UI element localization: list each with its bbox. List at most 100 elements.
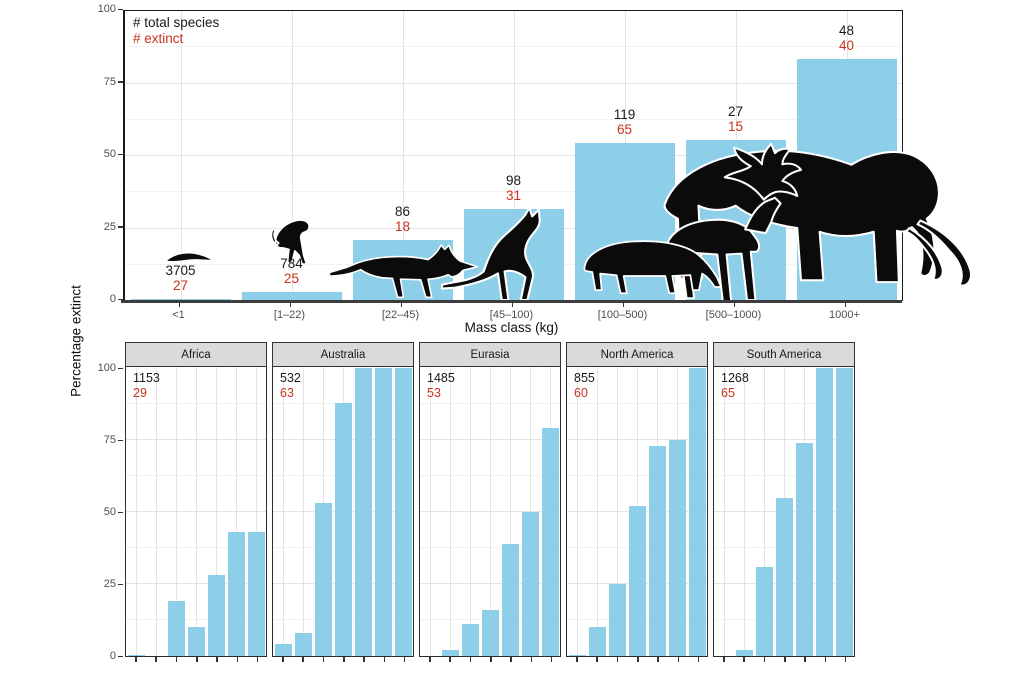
y-tick-label: 50 [103, 506, 116, 518]
extinct-count: 63 [280, 385, 294, 400]
x-tick-label: [1–22) [273, 309, 306, 321]
x-tick-mark [216, 657, 218, 662]
gridline-v [303, 367, 304, 656]
bar-value-label: 98 31 [458, 173, 569, 203]
facet-x-ticks [125, 657, 267, 663]
y-tick-label: 50 [103, 148, 116, 160]
bar [274, 644, 292, 656]
bar [354, 368, 372, 656]
x-tick-mark [289, 302, 291, 307]
total-count: 119 [613, 106, 636, 122]
x-tick-mark [302, 657, 304, 662]
x-tick-mark [256, 657, 259, 662]
y-tick-mark [118, 511, 123, 513]
gridline-v [136, 367, 137, 656]
bar [167, 601, 185, 656]
bar [394, 368, 412, 656]
bar-value-label: 27 15 [680, 104, 791, 134]
bar [648, 445, 666, 656]
x-tick-mark [576, 657, 578, 662]
gridline-v [530, 367, 531, 656]
y-tick-label: 100 [97, 3, 116, 15]
total-count: 98 [505, 173, 522, 189]
facet-plot-area: 1268 65 [713, 367, 855, 657]
bar [775, 497, 793, 656]
x-tick-mark [530, 657, 533, 662]
x-tick-mark [622, 302, 624, 307]
facet-x-ticks [419, 657, 561, 663]
extinct-count: 65 [616, 121, 633, 137]
bar [314, 503, 332, 656]
x-tick-label: [500–1000) [705, 309, 762, 321]
x-tick-mark [469, 657, 472, 662]
x-tick-mark [804, 657, 806, 662]
x-tick-mark [322, 657, 325, 662]
bar [735, 650, 753, 656]
gridline-v [176, 367, 177, 656]
facet-strip-label: North America [600, 348, 674, 361]
gridline-v [256, 367, 257, 656]
extinct-count: 27 [172, 277, 189, 293]
extinct-count: 40 [838, 38, 855, 54]
x-tick-mark [363, 657, 365, 662]
y-tick-mark [118, 583, 123, 585]
bar [247, 532, 265, 656]
y-tick-mark [118, 8, 123, 10]
bar [130, 298, 231, 301]
x-tick-mark [490, 657, 492, 662]
bar [685, 139, 786, 301]
facet-counts: 855 60 [574, 371, 595, 400]
y-tick-mark [118, 367, 123, 369]
bar [795, 442, 813, 656]
y-axis-title: Percentage extinct [68, 285, 84, 397]
x-tick-label: [45–100) [489, 309, 534, 321]
x-tick-mark [677, 657, 680, 662]
x-tick-mark [657, 657, 659, 662]
facet-strip-label: South America [746, 348, 822, 361]
facet-counts: 1268 65 [721, 371, 749, 400]
top-plot-area: # total species # extinct 3705 27 784 25 86 1… [123, 10, 903, 301]
total-count: 784 [280, 255, 303, 271]
bar [796, 59, 897, 301]
x-tick-mark [637, 657, 639, 662]
bar [463, 209, 564, 301]
facet-strip: Africa [125, 342, 267, 367]
y-tick-mark [118, 81, 123, 83]
x-tick-mark [616, 657, 619, 662]
total-count: 86 [394, 204, 411, 220]
y-tick-label: 100 [97, 362, 116, 374]
gridline-v [402, 11, 404, 301]
gridline-v [744, 367, 745, 656]
x-tick-label: [100–500) [597, 309, 648, 321]
facet-plot-area: 1485 53 [419, 367, 561, 657]
facet-strip-label: Africa [181, 348, 211, 361]
x-tick-mark [429, 657, 431, 662]
gridline-v [196, 367, 197, 656]
bar [501, 543, 519, 656]
x-tick-mark [723, 657, 725, 662]
x-tick-mark [178, 302, 180, 307]
facet-strip: Australia [272, 342, 414, 367]
y-tick-label: 75 [103, 75, 116, 88]
gridline-v [724, 367, 725, 656]
gridline-v [490, 367, 491, 656]
y-tick-mark [118, 655, 123, 657]
facet-strip-label: Eurasia [470, 348, 510, 361]
gridline-v [430, 367, 431, 656]
legend-extinct-label: # extinct [133, 31, 184, 46]
bar [127, 654, 145, 656]
facet-strip-label: Australia [320, 348, 366, 361]
y-tick-mark [118, 226, 123, 228]
facet-x-ticks [713, 657, 855, 663]
x-tick-mark [236, 657, 239, 662]
x-tick-label: <1 [172, 309, 185, 321]
bottom-y-axis: 0 25 50 75 100 [89, 363, 123, 662]
bar [568, 654, 586, 656]
bar [374, 368, 392, 656]
facet-strip: Eurasia [419, 342, 561, 367]
total-count: 48 [838, 23, 855, 39]
facet-counts: 532 63 [280, 371, 301, 400]
bar [441, 650, 459, 656]
bar-value-label: 784 25 [236, 256, 347, 286]
bar [521, 512, 539, 656]
